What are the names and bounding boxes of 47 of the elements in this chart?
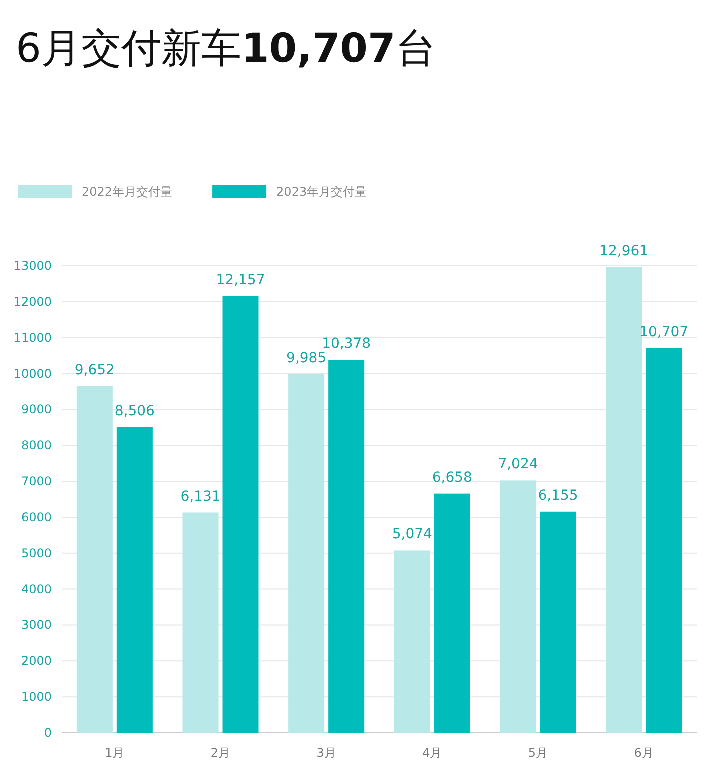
y-tick-label: 3000 (21, 618, 52, 632)
bar (328, 360, 365, 733)
text: 9,652 (74, 362, 115, 378)
y-tick-label: 13000 (14, 259, 52, 273)
y-tick-label: 8000 (21, 438, 52, 453)
text: 12,961 (600, 243, 649, 260)
text: 7,024 (498, 456, 538, 473)
y-tick-label: 6000 (21, 510, 52, 524)
bar (434, 494, 470, 733)
bar (646, 348, 682, 733)
x-tick-label: 6月 (634, 746, 654, 760)
y-tick-label: 7000 (21, 474, 52, 489)
y-tick-label: 2000 (21, 654, 52, 668)
bar (606, 267, 642, 733)
chart-title: 6月交付新车10,707台 (16, 26, 436, 72)
x-tick-label: 5月 (528, 746, 548, 760)
x-tick-label: 3月 (316, 746, 336, 760)
text: 9,985 (286, 350, 327, 366)
y-tick-label: 1000 (21, 690, 52, 704)
text: 5,074 (392, 526, 432, 543)
text: 8,506 (114, 403, 155, 420)
bar (288, 374, 325, 733)
y-tick-label: 0 (44, 726, 52, 740)
y-tick-label: 11000 (14, 330, 52, 345)
text: 6,658 (432, 470, 472, 486)
legend-label: 2023年月交付量 (276, 185, 368, 199)
y-tick-label: 4000 (21, 582, 52, 596)
text: 10,707 (640, 324, 689, 340)
text: 6,155 (538, 488, 578, 504)
x-tick-label: 1月 (105, 746, 125, 760)
y-tick-label: 9000 (21, 402, 52, 417)
bar (116, 427, 153, 733)
y-tick-label: 5000 (21, 546, 52, 560)
y-tick-label: 12000 (14, 294, 52, 309)
text: 10,378 (322, 336, 372, 352)
bar (500, 480, 536, 733)
legend-label: 2022年月交付量 (82, 185, 173, 199)
text: 12,157 (216, 272, 266, 288)
x-tick-label: 2月 (210, 746, 231, 760)
bar (394, 550, 430, 733)
bar (182, 512, 219, 733)
x-tick-label: 4月 (422, 746, 442, 760)
bar (540, 512, 576, 733)
text: 6,131 (180, 488, 221, 505)
bar (76, 386, 113, 733)
y-tick-label: 10000 (14, 366, 52, 381)
bar (222, 296, 259, 733)
